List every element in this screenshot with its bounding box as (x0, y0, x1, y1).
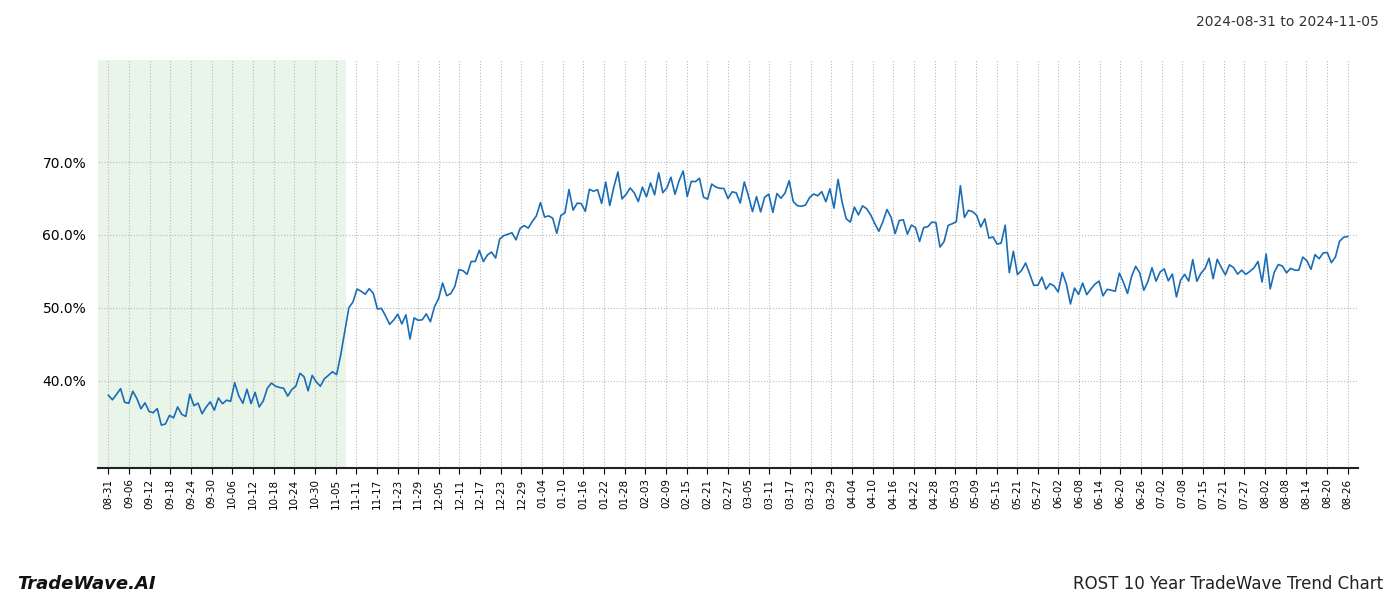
Text: 2024-08-31 to 2024-11-05: 2024-08-31 to 2024-11-05 (1196, 15, 1379, 29)
Text: TradeWave.AI: TradeWave.AI (17, 575, 155, 593)
Text: ROST 10 Year TradeWave Trend Chart: ROST 10 Year TradeWave Trend Chart (1072, 575, 1383, 593)
Bar (98, 60, 346, 468)
